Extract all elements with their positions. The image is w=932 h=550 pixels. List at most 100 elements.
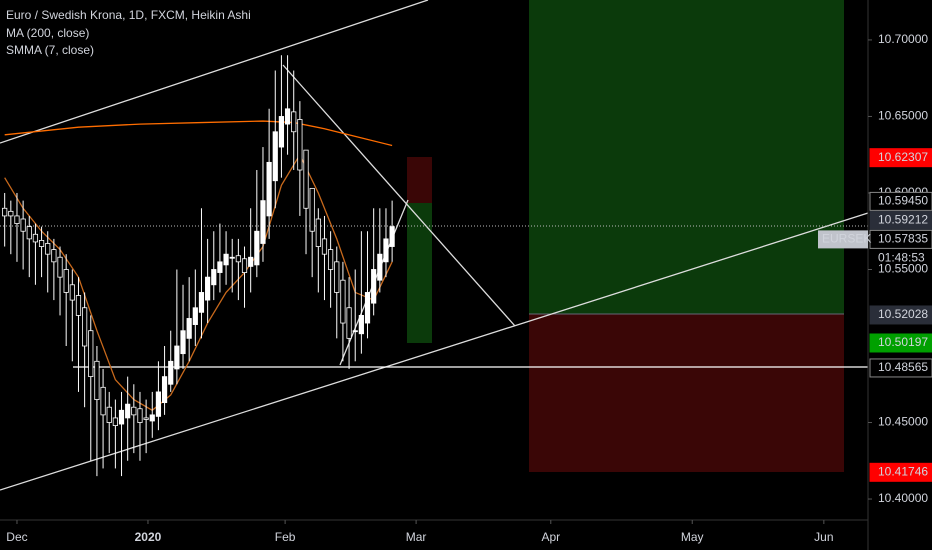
price-label-box [869, 191, 932, 211]
x-tick-label: Dec [6, 530, 27, 544]
candle-body [211, 269, 217, 286]
candle-body [315, 218, 321, 247]
candle-body [174, 345, 180, 370]
price-label-box [869, 358, 932, 378]
x-tick-label: May [681, 530, 704, 544]
candle-body [82, 307, 88, 347]
plot-area [2, 55, 395, 477]
legend-entry: MA (200, close) [6, 26, 89, 40]
candle-body [88, 330, 94, 378]
drawings [0, 0, 869, 491]
candle-body [297, 119, 303, 171]
x-tick-label: Jun [814, 530, 833, 544]
candle-body [235, 255, 241, 263]
y-tick-label: 10.70000 [878, 32, 928, 46]
candle-body [57, 256, 63, 278]
symbol-box [818, 230, 868, 249]
candle-body [2, 207, 8, 217]
short-target-zone [407, 203, 432, 343]
candle-body [32, 233, 39, 243]
price-label-box [869, 229, 932, 249]
candle-body [241, 258, 248, 273]
y-tick-label: 10.45000 [878, 415, 928, 429]
price-label: 10.41746 [878, 464, 928, 478]
candle-body [266, 161, 272, 217]
candle-body [248, 256, 254, 267]
y-tick-label: 10.65000 [878, 109, 928, 123]
candle-body [51, 249, 57, 263]
candle-body [383, 238, 389, 263]
price-label-box [869, 305, 932, 325]
candle-body [118, 409, 125, 425]
price-label: 10.59450 [878, 194, 928, 208]
candle-body [377, 253, 383, 281]
candle-body [217, 261, 223, 273]
candle-body [38, 240, 45, 247]
candle-body [180, 330, 186, 355]
candle-body [112, 417, 118, 426]
candle-body [223, 253, 229, 266]
candle-body [389, 226, 395, 247]
long-stop-zone [529, 314, 844, 472]
price-label-box [869, 462, 932, 482]
candle-body [75, 295, 82, 316]
channel-upper [0, 0, 429, 144]
price-label: 10.62307 [878, 150, 928, 164]
candle-body [100, 386, 106, 416]
price-label: 10.50197 [878, 335, 928, 349]
price-label: 10.48565 [878, 360, 928, 374]
candle-body [168, 360, 174, 385]
candle-body [14, 215, 20, 224]
candle-body [26, 226, 32, 240]
channel-lower [0, 212, 869, 491]
y-tick-label: 10.40000 [878, 491, 928, 505]
candle-body [125, 403, 131, 419]
candle-body [334, 261, 340, 293]
chart-title: Euro / Swedish Krona, 1D, FXCM, Heikin A… [6, 8, 251, 22]
candle-body [346, 307, 352, 339]
price-label: 10.52028 [878, 307, 928, 321]
candle-body [229, 256, 235, 259]
candle-body [309, 187, 315, 232]
candle-body [186, 318, 192, 339]
candle-body [149, 414, 155, 422]
price-label-box [869, 210, 932, 230]
candle-body [371, 269, 377, 304]
indicator-line [4, 120, 393, 147]
candle-body [254, 230, 260, 266]
candle-body [284, 108, 291, 125]
candle-body [278, 116, 285, 148]
candle-body [328, 249, 334, 270]
x-tick-label: Feb [275, 530, 296, 544]
countdown: 01:48:53 [878, 251, 925, 265]
candle-body [291, 111, 297, 133]
candle-body [143, 417, 149, 420]
candle-body [161, 376, 168, 404]
symbol-label: EURSEK [822, 232, 871, 246]
candle-body [272, 131, 278, 182]
candle-body [131, 406, 137, 416]
descending-trendline [282, 64, 516, 327]
candle-body [303, 149, 309, 209]
x-tick-label: Apr [541, 530, 560, 544]
candle-body [198, 292, 205, 313]
candle-body [69, 284, 75, 301]
candle-body [106, 406, 112, 423]
candle-body [192, 307, 198, 325]
indicator-line [4, 153, 393, 412]
x-tick-label: Mar [406, 530, 427, 544]
candle-body [205, 276, 211, 301]
short-stop-zone [407, 157, 432, 203]
candle-body [45, 243, 51, 255]
candle-body [321, 238, 328, 255]
candle-body [63, 269, 69, 293]
candle-body [137, 408, 143, 423]
candle-body [340, 279, 346, 324]
y-tick-label: 10.55000 [878, 262, 928, 276]
candle-body [94, 360, 100, 400]
candle-body [358, 314, 364, 335]
price-label: 10.59212 [878, 213, 928, 227]
price-label: 10.57835 [878, 232, 928, 246]
